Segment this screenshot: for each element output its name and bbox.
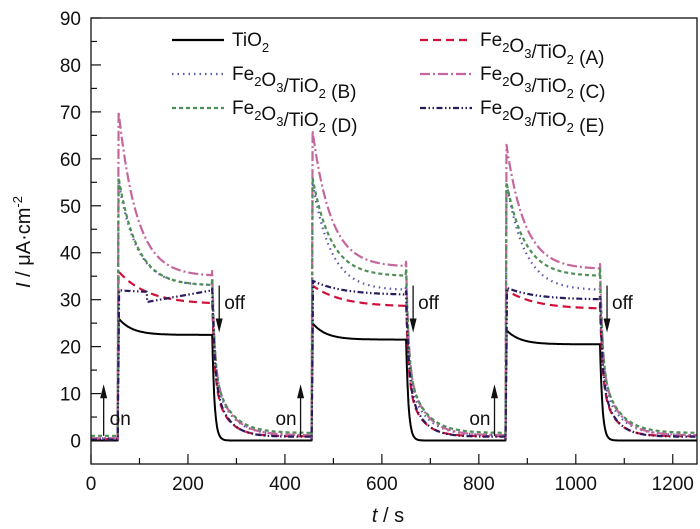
x-tick-label: 200 — [172, 474, 204, 495]
annotation-label: on — [110, 409, 131, 430]
legend-label: Fe2O3/TiO2 (D) — [232, 98, 358, 137]
legend-item: Fe2O3/TiO2 (A) — [420, 30, 604, 69]
annotation-label: on — [469, 409, 490, 430]
y-tick-label: 90 — [60, 9, 81, 30]
y-axis-label: I / μA·cm-2 — [10, 196, 35, 288]
legend-item: Fe2O3/TiO2 (C) — [420, 64, 606, 103]
annotation-label: on — [275, 409, 296, 430]
legend-item: TiO2 — [172, 30, 269, 55]
plot-frame — [90, 17, 698, 465]
y-tick-label: 40 — [60, 244, 81, 265]
x-axis-label: t / s — [372, 505, 404, 527]
axis-ticks — [90, 17, 674, 464]
legend-label: Fe2O3/TiO2 (A) — [480, 30, 604, 69]
legend-label: Fe2O3/TiO2 (E) — [480, 98, 604, 137]
series-lines — [90, 110, 698, 442]
x-tick-label: 400 — [269, 474, 301, 495]
series-line-4 — [90, 176, 698, 437]
legend-item: Fe2O3/TiO2 (E) — [420, 98, 604, 137]
arrowhead — [491, 384, 499, 399]
y-tick-label: 50 — [60, 197, 81, 218]
y-tick-label: 80 — [60, 56, 81, 77]
y-tick-label: 60 — [60, 150, 81, 171]
x-tick-label: 600 — [366, 474, 398, 495]
x-tick-label: 1000 — [555, 474, 597, 495]
tick-labels: 0 200 400 600 800 1000 1200 0 10 20 30 40 50 60 70 80 90 — [60, 9, 694, 495]
arrowhead — [603, 318, 611, 333]
legend-item: Fe2O3/TiO2 (B) — [172, 64, 356, 103]
legend-label: TiO2 — [232, 30, 269, 55]
annotation-label: off — [418, 293, 440, 314]
arrowhead — [100, 384, 108, 399]
x-tick-label: 0 — [86, 474, 97, 495]
legend-label: Fe2O3/TiO2 (B) — [232, 64, 356, 103]
y-tick-label: 30 — [60, 291, 81, 312]
x-tick-label: 800 — [463, 474, 495, 495]
annotations: on off on off on off — [100, 285, 634, 436]
annotation-label: off — [224, 293, 246, 314]
annotation-off: off — [215, 285, 246, 333]
annotation-label: off — [612, 293, 634, 314]
legend: TiO2 Fe2O3/TiO2 (A)Fe2O3/TiO2 (B)Fe2O3/Ti… — [172, 30, 606, 137]
annotation-off: off — [409, 285, 440, 333]
series-line-3 — [90, 110, 698, 440]
series-line-1 — [90, 270, 698, 441]
annotation-on: on — [469, 384, 499, 436]
x-tick-label: 1200 — [652, 474, 694, 495]
series-line-0 — [90, 317, 698, 442]
arrowhead — [215, 318, 223, 333]
y-tick-label: 70 — [60, 103, 81, 124]
y-tick-label: 0 — [70, 432, 81, 453]
annotation-on: on — [100, 384, 131, 436]
y-tick-label: 10 — [60, 385, 81, 406]
arrowhead — [297, 384, 305, 399]
annotation-on: on — [275, 384, 305, 436]
arrowhead — [409, 318, 417, 333]
annotation-off: off — [603, 285, 634, 333]
y-tick-label: 20 — [60, 338, 81, 359]
legend-label: Fe2O3/TiO2 (C) — [480, 64, 606, 103]
legend-item: Fe2O3/TiO2 (D) — [172, 98, 358, 137]
series-line-5 — [90, 279, 698, 441]
